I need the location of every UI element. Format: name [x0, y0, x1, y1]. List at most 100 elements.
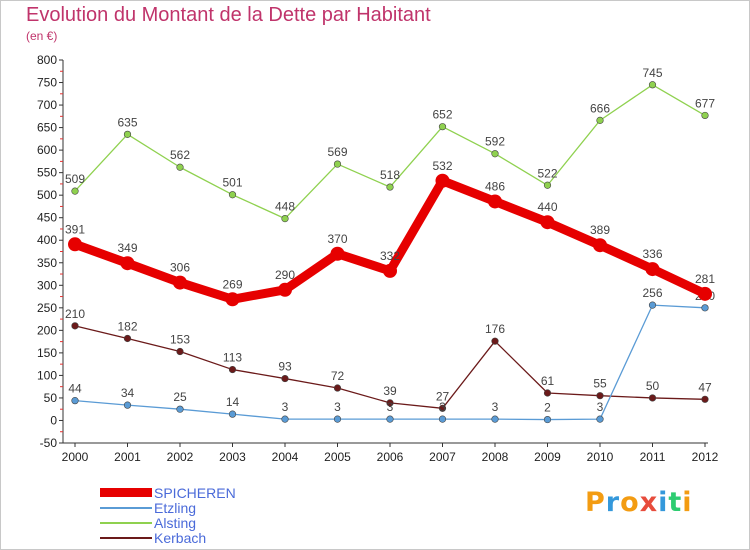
data-point-alsting — [228, 191, 237, 199]
legend-item-kerbach: Kerbach — [100, 529, 236, 546]
data-point-spicheren — [593, 238, 607, 253]
y-tick-label: 300 — [37, 278, 57, 292]
data-point-alsting — [438, 123, 447, 131]
data-point-spicheren — [68, 237, 82, 252]
data-point-etzling — [71, 397, 79, 405]
x-tick-label: 2005 — [324, 450, 351, 464]
legend-item-etzling: Etzling — [100, 500, 236, 516]
data-point-alsting — [648, 81, 657, 89]
logo-letter: t — [668, 487, 683, 518]
x-tick-label: 2011 — [640, 450, 666, 464]
data-label-alsting: 448 — [275, 200, 295, 214]
legend-item-spicheren: SPICHEREN — [100, 484, 236, 501]
data-point-etzling — [543, 415, 552, 424]
data-point-alsting — [701, 111, 709, 120]
data-point-kerbach — [281, 374, 289, 383]
data-point-etzling — [596, 415, 604, 423]
data-label-alsting: 745 — [642, 66, 662, 80]
data-label-kerbach: 72 — [331, 369, 345, 383]
logo-letter: r — [605, 487, 621, 518]
x-tick-label: 2007 — [429, 450, 456, 464]
x-tick-label: 2006 — [377, 450, 404, 464]
legend-swatch-etzling — [100, 506, 152, 509]
data-label-etzling: 3 — [387, 400, 394, 414]
data-label-spicheren: 440 — [537, 200, 557, 214]
data-point-kerbach — [596, 392, 604, 400]
data-label-spicheren: 532 — [432, 159, 452, 173]
x-tick-label: 2012 — [692, 450, 719, 464]
data-label-alsting: 677 — [695, 96, 715, 110]
x-tick-label: 2004 — [272, 450, 299, 464]
data-label-spicheren: 306 — [170, 261, 190, 275]
y-tick-label: 700 — [37, 98, 57, 112]
data-point-spicheren — [540, 215, 555, 230]
chart-title: Evolution du Montant de la Dette par Hab… — [26, 4, 431, 26]
x-tick-label: 2002 — [167, 450, 194, 464]
y-tick-label: 750 — [37, 76, 57, 90]
data-point-spicheren — [488, 194, 502, 209]
x-tick-label: 2008 — [482, 450, 509, 464]
x-tick-label: 2000 — [62, 450, 89, 464]
data-point-spicheren — [120, 256, 135, 271]
data-label-kerbach: 27 — [436, 389, 450, 403]
data-point-alsting — [386, 183, 394, 191]
data-point-etzling — [228, 410, 237, 418]
y-tick-label: 500 — [37, 188, 57, 202]
data-label-etzling: 2 — [544, 401, 551, 415]
y-tick-label: 100 — [37, 368, 57, 382]
data-label-alsting: 569 — [327, 145, 347, 159]
y-tick-label: 450 — [37, 211, 57, 225]
logo-letter: x — [639, 487, 659, 518]
data-point-alsting — [71, 187, 79, 195]
y-tick-label: 650 — [37, 121, 57, 135]
data-label-spicheren: 336 — [642, 247, 662, 261]
data-label-kerbach: 55 — [593, 377, 607, 391]
data-point-kerbach — [701, 395, 709, 403]
y-tick-label: 400 — [37, 233, 57, 247]
data-point-etzling — [176, 405, 184, 413]
data-label-alsting: 562 — [170, 148, 190, 162]
y-tick-label: 600 — [37, 143, 57, 157]
data-label-spicheren: 370 — [327, 232, 347, 246]
data-point-alsting — [543, 181, 552, 189]
data-label-kerbach: 153 — [170, 333, 190, 347]
legend-label-spicheren: SPICHEREN — [154, 484, 236, 501]
data-label-alsting: 518 — [380, 168, 400, 182]
data-label-alsting: 592 — [485, 135, 505, 149]
y-tick-label: 50 — [44, 391, 58, 405]
y-tick-label: 800 — [37, 53, 57, 67]
logo-letter: i — [682, 487, 693, 518]
data-point-kerbach — [438, 404, 447, 412]
data-point-spicheren — [645, 262, 660, 277]
data-point-kerbach — [648, 394, 657, 402]
logo-letter: P — [585, 487, 606, 518]
data-point-alsting — [123, 130, 132, 138]
data-point-alsting — [333, 160, 342, 168]
data-point-kerbach — [491, 337, 499, 345]
data-point-kerbach — [543, 389, 552, 397]
data-label-kerbach: 50 — [646, 379, 660, 393]
data-label-alsting: 509 — [65, 172, 85, 186]
data-label-etzling: 3 — [439, 400, 446, 414]
y-tick-label: 350 — [37, 256, 57, 270]
y-tick-label: -50 — [40, 436, 58, 450]
data-label-kerbach: 93 — [278, 360, 292, 374]
data-point-kerbach — [386, 399, 394, 407]
series-line-spicheren — [70, 176, 710, 304]
data-label-etzling: 3 — [334, 400, 341, 414]
data-point-etzling — [438, 415, 447, 423]
data-point-spicheren — [330, 246, 345, 261]
x-tick-label: 2009 — [534, 450, 561, 464]
data-point-kerbach — [176, 347, 184, 356]
data-point-alsting — [491, 150, 499, 158]
legend-swatch-kerbach — [100, 536, 152, 539]
data-point-alsting — [176, 163, 184, 171]
data-point-etzling — [701, 304, 709, 312]
data-label-alsting: 652 — [432, 108, 452, 122]
logo-letter: o — [620, 487, 640, 518]
legend-label-kerbach: Kerbach — [154, 529, 207, 546]
data-point-etzling — [491, 415, 499, 423]
chart-subtitle: (en €) — [26, 29, 58, 43]
y-tick-label: 0 — [50, 413, 57, 427]
